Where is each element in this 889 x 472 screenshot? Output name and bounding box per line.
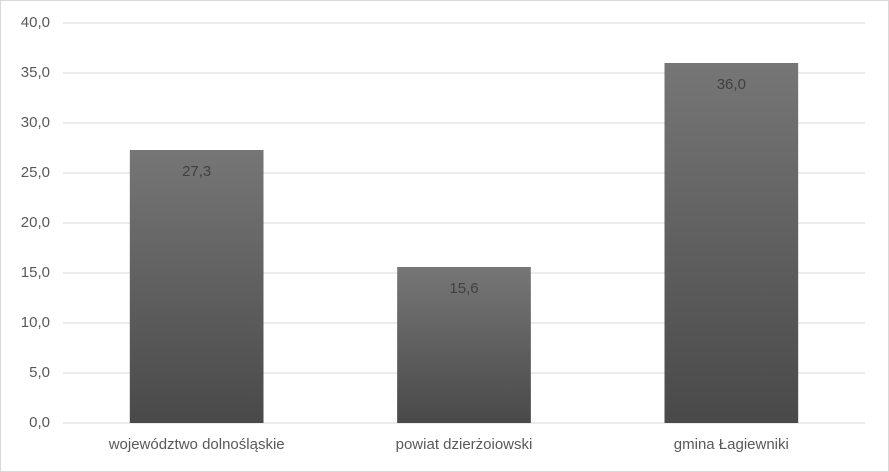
value-label: 36,0 <box>717 76 746 93</box>
y-tick-label: 35,0 <box>21 64 50 81</box>
bar <box>664 63 799 423</box>
y-tick-label: 0,0 <box>29 414 50 431</box>
y-tick-label: 5,0 <box>29 364 50 381</box>
y-tick-label: 25,0 <box>21 164 50 181</box>
x-tick-label: powiat dzierżoiowski <box>396 436 533 453</box>
y-tick-label: 10,0 <box>21 314 50 331</box>
x-tick-label: gmina Łagiewniki <box>674 436 789 453</box>
y-tick-label: 40,0 <box>21 14 50 31</box>
y-tick-label: 15,0 <box>21 264 50 281</box>
bar <box>129 150 264 423</box>
y-tick-label: 30,0 <box>21 114 50 131</box>
value-label: 27,3 <box>182 163 211 180</box>
value-label: 15,6 <box>449 280 478 297</box>
y-tick-label: 20,0 <box>21 214 50 231</box>
x-tick-label: województwo dolnośląskie <box>108 436 285 453</box>
